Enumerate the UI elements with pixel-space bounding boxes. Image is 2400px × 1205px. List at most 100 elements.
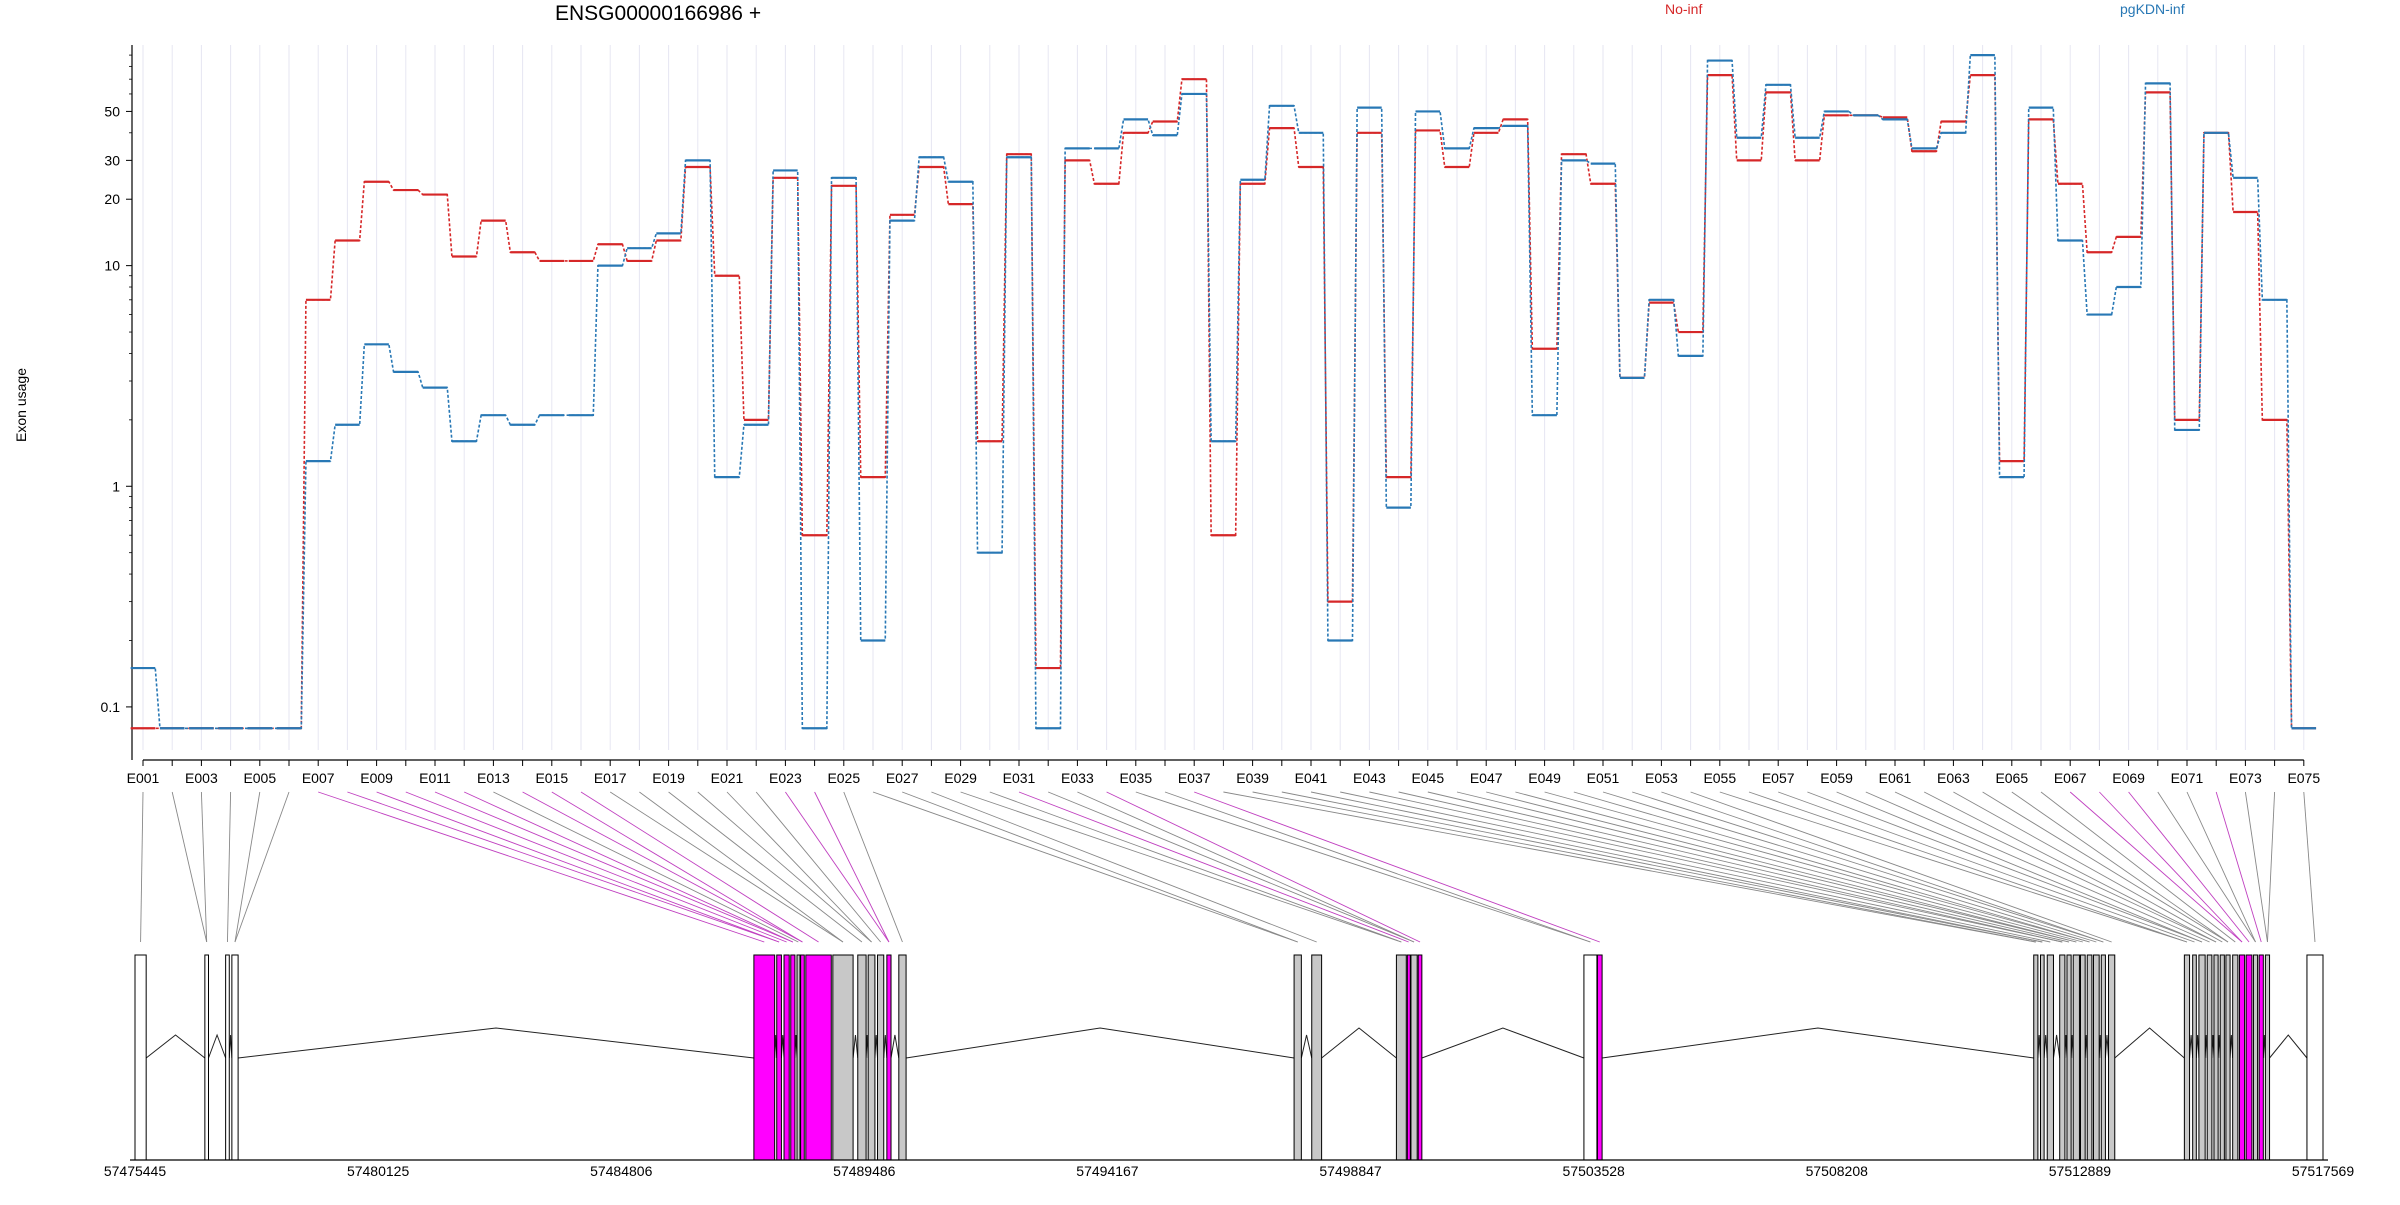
x-tick-label: E011 [419,770,451,786]
connector-e051 [1602,791,2097,943]
legend-entry-pgkdn-inf: pgKDN-inf [2120,1,2185,17]
exon-block-20 [1395,954,1407,1161]
connector-e011 [434,791,794,943]
x-tick-label: E005 [243,770,276,786]
connector-e065 [2011,791,2229,943]
intron-line [145,1034,206,1059]
intron-line [890,1034,900,1059]
x-tick-label: E003 [185,770,218,786]
x-tick-label: E039 [1236,770,1269,786]
intron-line [1300,1034,1313,1059]
intron-line [208,1033,227,1059]
coordinate-tick-label: 57517569 [2292,1163,2355,1179]
exon-block-7 [783,954,790,1161]
coordinate-tick-label: 57503528 [1563,1163,1626,1179]
connector-e052 [1632,791,2104,943]
connector-e012 [464,791,794,943]
x-tick-label: E057 [1762,770,1795,786]
coordinate-tick-label: 57484806 [590,1163,653,1179]
exon-block-6 [776,954,782,1161]
connector-e001 [140,791,144,943]
exon-block-41 [2213,954,2219,1161]
connector-e066 [2040,791,2236,943]
intron-line [906,1027,1295,1059]
connector-e042 [1340,791,2051,943]
connector-e018 [639,791,844,943]
exon-block-13 [857,954,867,1161]
x-tick-label: E071 [2171,770,2204,786]
exon-block-50 [2306,954,2324,1161]
connector-e019 [668,791,863,943]
exon-block-43 [2225,954,2231,1161]
connector-e003 [200,791,208,943]
intron-line [852,1034,859,1059]
connector-e035 [1135,791,1591,943]
connector-e064 [1982,791,2229,943]
connector-e041 [1310,791,2043,943]
connector-e049 [1544,791,2090,943]
coordinate-tick-label: 57498847 [1319,1163,1382,1179]
connector-e027 [902,791,1298,943]
connector-e015 [551,791,803,943]
exon-block-8 [790,954,796,1161]
connector-e067 [2069,791,2243,943]
coordinate-tick-label: 57512889 [2049,1163,2112,1179]
x-tick-label: E073 [2229,770,2262,786]
connector-e026 [872,791,1298,943]
series-lines [130,53,2317,730]
x-tick-label: E043 [1353,770,1386,786]
exon-block-36 [2108,954,2116,1161]
x-tick-label: E041 [1295,770,1328,786]
y-tick-label: 50 [104,103,120,119]
x-tick-label: E075 [2287,770,2320,786]
exon-block-18 [1293,954,1302,1161]
x-tick-label: E001 [127,770,160,786]
exon-block-38 [2192,954,2197,1161]
connector-e014 [522,791,803,943]
connector-e028 [931,791,1317,943]
x-tick-label: E033 [1061,770,1094,786]
y-tick-label: 10 [104,258,120,274]
connector-e016 [580,791,819,943]
connector-e009 [376,791,780,943]
connector-e061 [1894,791,2217,943]
legend-entry-no-inf: No-inf [1665,1,1703,17]
connector-e072 [2215,791,2262,943]
intron-line [1602,1027,2034,1059]
y-axis-label: Exon usage [13,368,29,442]
connector-e050 [1573,791,2090,943]
exon-block-21 [1406,954,1411,1161]
connector-e029 [960,791,1402,943]
connector-e058 [1807,791,2203,943]
exon-block-49 [2264,954,2271,1161]
x-tick-label: E045 [1411,770,1444,786]
exon-block-48 [2258,954,2264,1161]
connector-e006 [234,791,290,943]
connector-e071 [2186,791,2256,943]
connector-e033 [1077,791,1415,943]
exon-block-4 [231,954,239,1161]
x-tick-label: E013 [477,770,510,786]
chart-title: ENSG00000166986 + [555,2,762,25]
y-tick-label: 30 [104,152,120,168]
connector-e002 [171,791,208,943]
y-tick-label: 20 [104,191,120,207]
coordinate-tick-label: 57489486 [833,1163,896,1179]
intron-line [2189,1034,2194,1059]
connector-e017 [609,791,844,943]
connector-e040 [1281,791,2043,943]
intron-line [1421,1027,1585,1059]
exon-block-24 [1583,954,1598,1161]
x-tick-label: E063 [1937,770,1970,786]
intron-line [2114,1027,2185,1059]
x-tick-label: E049 [1528,770,1561,786]
connector-e057 [1778,791,2195,943]
x-tick-label: E017 [594,770,627,786]
exon-block-26 [2033,954,2039,1161]
connector-e044 [1398,791,2063,943]
x-tick-label: E031 [1003,770,1036,786]
exon-block-42 [2219,954,2225,1161]
intron-line [883,1034,888,1059]
connector-e008 [347,791,780,943]
exon-block-23 [1417,954,1423,1161]
